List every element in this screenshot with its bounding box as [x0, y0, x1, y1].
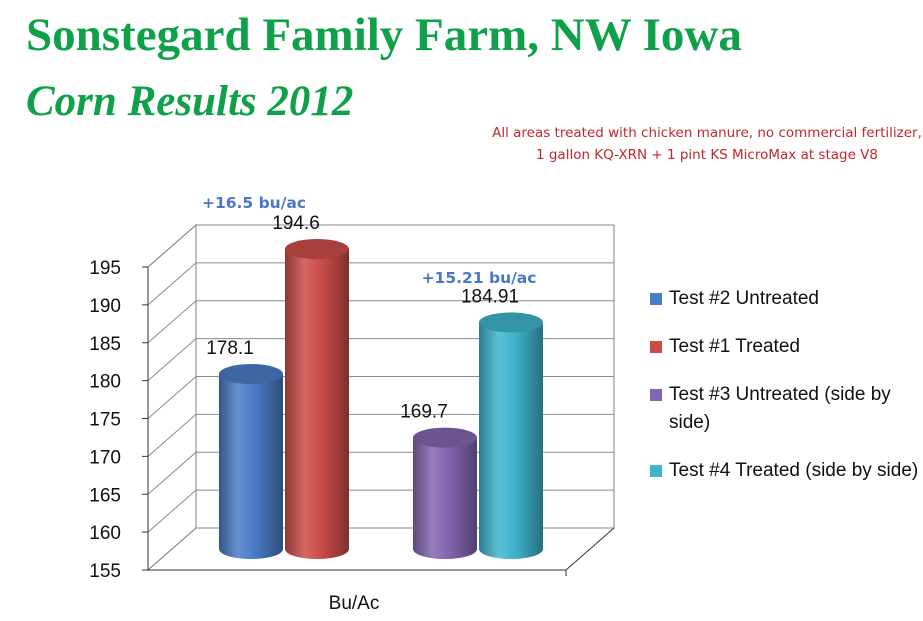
bar-body — [219, 374, 283, 559]
data-label: 178.1 — [206, 338, 254, 359]
legend-item: Test #4 Treated (side by side) — [650, 457, 920, 485]
bar-1 — [219, 364, 283, 559]
chart-legend: Test #2 Untreated Test #1 Treated Test #3 … — [650, 285, 920, 505]
bar-body — [479, 322, 543, 559]
legend-swatch — [650, 389, 662, 401]
y-tick-label: 160 — [89, 523, 121, 544]
gridline — [147, 451, 614, 495]
legend-label: Test #3 Untreated (side by side) — [669, 384, 891, 433]
legend-item: Test #1 Treated — [650, 333, 920, 361]
treatment-note: All areas treated with chicken manure, n… — [492, 125, 922, 163]
legend-label: Test #4 Treated (side by side) — [669, 460, 919, 481]
bar-4 — [479, 312, 543, 559]
legend-swatch — [650, 465, 662, 477]
y-tick-label: 165 — [89, 485, 121, 506]
data-label: 184.91 — [461, 286, 519, 307]
slide-title: Sonstegard Family Farm, NW Iowa — [26, 9, 742, 61]
chart-bars — [219, 239, 543, 559]
bar-2 — [285, 239, 349, 559]
legend-label: Test #2 Untreated — [669, 288, 819, 309]
chart-labels: 178.1 194.6 169.7 184.91 +16.5 bu/ac +15.21 b… — [202, 194, 536, 423]
data-label: 194.6 — [272, 213, 320, 234]
gridline — [147, 413, 614, 457]
data-label: 169.7 — [400, 402, 448, 423]
y-tick-label: 170 — [89, 447, 121, 468]
y-tick-label: 195 — [89, 258, 121, 279]
gridline — [147, 262, 614, 306]
gridline — [147, 224, 614, 268]
bar-top — [479, 312, 543, 333]
bar-top — [285, 239, 349, 260]
bar-top — [413, 427, 477, 448]
x-axis-label: Bu/Ac — [329, 593, 380, 614]
slide-subtitle: Corn Results 2012 — [26, 78, 354, 125]
y-tick-label: 155 — [89, 561, 121, 582]
gridline — [147, 376, 614, 419]
y-tick-label: 185 — [89, 334, 121, 355]
y-tick-label: 180 — [89, 372, 121, 393]
gridline — [147, 527, 614, 571]
bar-body — [285, 249, 349, 559]
gridline — [147, 489, 614, 533]
bar-3 — [413, 427, 477, 559]
bar-top — [219, 364, 283, 385]
floor-edge — [148, 527, 615, 571]
legend-swatch — [650, 341, 662, 353]
legend-item: Test #3 Untreated (side by side) — [650, 381, 920, 437]
gridline — [147, 300, 614, 344]
difference-annotation: +15.21 bu/ac — [422, 269, 537, 287]
bar-body — [413, 437, 477, 559]
y-tick-label: 190 — [89, 296, 121, 317]
chart-grid — [147, 223, 615, 572]
legend-item: Test #2 Untreated — [650, 285, 920, 313]
gridline — [147, 338, 614, 382]
legend-swatch — [650, 293, 662, 305]
legend-label: Test #1 Treated — [669, 336, 800, 357]
chart-axes: 155 160 165 170 175 180 185 190 195 — [89, 258, 615, 582]
difference-annotation: +16.5 bu/ac — [202, 194, 306, 212]
y-tick-label: 175 — [89, 410, 121, 431]
